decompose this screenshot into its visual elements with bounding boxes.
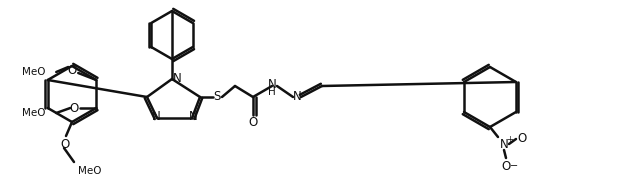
Text: H: H [268, 87, 276, 97]
Text: O: O [501, 160, 511, 172]
Text: −: − [510, 161, 518, 171]
Text: N: N [268, 79, 276, 92]
Text: O: O [248, 116, 258, 128]
Text: N: N [173, 71, 181, 84]
Text: MeO: MeO [22, 67, 45, 77]
Text: N: N [189, 111, 197, 123]
Text: N: N [152, 111, 161, 123]
Text: N: N [292, 90, 301, 103]
Text: O: O [517, 132, 527, 146]
Text: N: N [500, 137, 508, 151]
Text: +: + [507, 136, 513, 145]
Text: O: O [68, 64, 77, 76]
Text: O: O [70, 102, 79, 114]
Text: MeO: MeO [78, 166, 102, 176]
Text: MeO: MeO [22, 108, 45, 118]
Text: O: O [60, 137, 70, 151]
Text: S: S [213, 90, 221, 103]
